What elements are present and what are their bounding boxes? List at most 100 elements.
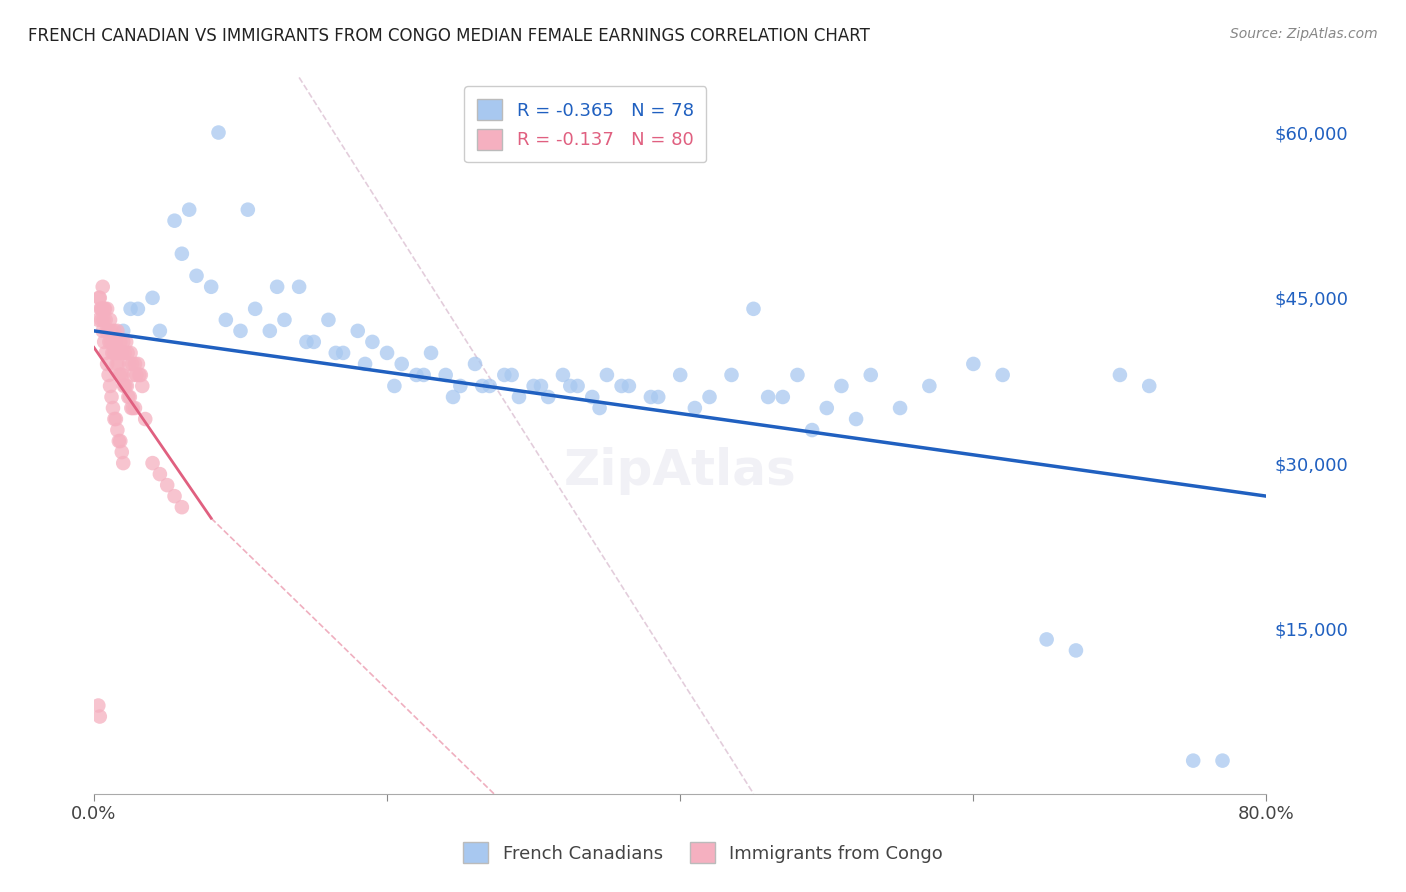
Point — [647, 390, 669, 404]
Point — [273, 313, 295, 327]
Point — [131, 379, 153, 393]
Point — [434, 368, 457, 382]
Point — [236, 202, 259, 217]
Point — [375, 346, 398, 360]
Point — [683, 401, 706, 415]
Point — [163, 489, 186, 503]
Point — [108, 346, 131, 360]
Point — [156, 478, 179, 492]
Point — [1064, 643, 1087, 657]
Text: ZipAtlas: ZipAtlas — [564, 448, 797, 495]
Point — [494, 368, 516, 382]
Point — [118, 357, 141, 371]
Point — [266, 280, 288, 294]
Point — [93, 313, 115, 327]
Point — [94, 301, 117, 316]
Point — [295, 334, 318, 349]
Point — [420, 346, 443, 360]
Point — [1035, 632, 1057, 647]
Point — [134, 412, 156, 426]
Point — [449, 379, 471, 393]
Point — [96, 301, 118, 316]
Point — [501, 368, 523, 382]
Point — [845, 412, 868, 426]
Point — [89, 709, 111, 723]
Point — [1109, 368, 1132, 382]
Point — [87, 698, 110, 713]
Point — [142, 291, 165, 305]
Point — [332, 346, 354, 360]
Point — [464, 357, 486, 371]
Point — [551, 368, 574, 382]
Point — [207, 126, 229, 140]
Point — [98, 313, 121, 327]
Point — [815, 401, 838, 415]
Point — [89, 291, 111, 305]
Point — [115, 334, 138, 349]
Point — [127, 357, 149, 371]
Point — [121, 357, 143, 371]
Point — [97, 368, 120, 382]
Point — [98, 334, 121, 349]
Point — [100, 324, 122, 338]
Legend: R = -0.365   N = 78, R = -0.137   N = 80: R = -0.365 N = 78, R = -0.137 N = 80 — [464, 87, 706, 162]
Point — [170, 500, 193, 515]
Point — [179, 202, 201, 217]
Point — [120, 301, 142, 316]
Point — [104, 334, 127, 349]
Point — [112, 334, 135, 349]
Point — [91, 280, 114, 294]
Point — [288, 280, 311, 294]
Point — [318, 313, 340, 327]
Point — [93, 334, 115, 349]
Point — [105, 423, 128, 437]
Point — [94, 346, 117, 360]
Point — [478, 379, 501, 393]
Point — [124, 401, 146, 415]
Point — [962, 357, 984, 371]
Point — [588, 401, 610, 415]
Point — [384, 379, 406, 393]
Point — [471, 379, 494, 393]
Point — [720, 368, 742, 382]
Point — [889, 401, 911, 415]
Point — [110, 334, 132, 349]
Point — [90, 301, 112, 316]
Point — [111, 346, 134, 360]
Point — [100, 334, 122, 349]
Point — [93, 301, 115, 316]
Point — [354, 357, 377, 371]
Point — [94, 313, 117, 327]
Point — [756, 390, 779, 404]
Legend: French Canadians, Immigrants from Congo: French Canadians, Immigrants from Congo — [451, 831, 955, 874]
Point — [669, 368, 692, 382]
Point — [405, 368, 427, 382]
Point — [105, 357, 128, 371]
Point — [259, 324, 281, 338]
Point — [346, 324, 368, 338]
Point — [96, 324, 118, 338]
Point — [567, 379, 589, 393]
Point — [124, 357, 146, 371]
Point — [128, 368, 150, 382]
Point — [142, 456, 165, 470]
Point — [115, 379, 138, 393]
Point — [101, 401, 124, 415]
Point — [122, 368, 145, 382]
Point — [103, 412, 125, 426]
Point — [121, 401, 143, 415]
Point — [112, 324, 135, 338]
Point — [114, 346, 136, 360]
Point — [117, 390, 139, 404]
Point — [87, 291, 110, 305]
Point — [537, 390, 560, 404]
Point — [1137, 379, 1160, 393]
Point — [107, 357, 129, 371]
Point — [859, 368, 882, 382]
Point — [149, 324, 172, 338]
Point — [101, 334, 124, 349]
Point — [120, 346, 142, 360]
Point — [229, 324, 252, 338]
Point — [581, 390, 603, 404]
Point — [125, 368, 148, 382]
